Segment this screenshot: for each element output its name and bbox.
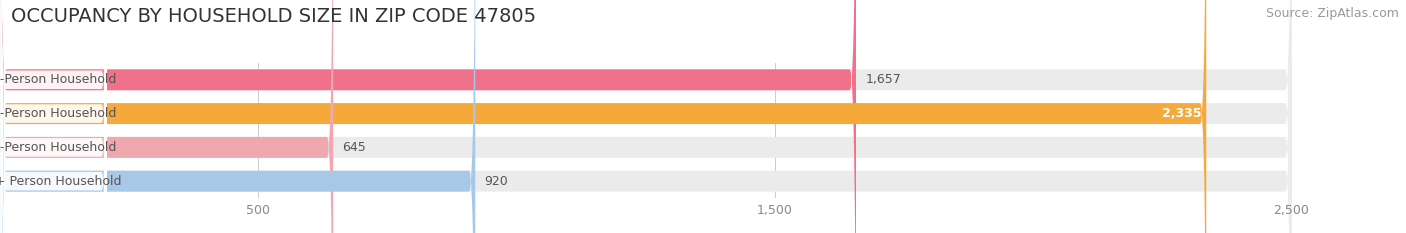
FancyBboxPatch shape xyxy=(0,0,475,233)
FancyBboxPatch shape xyxy=(0,0,107,233)
FancyBboxPatch shape xyxy=(0,0,107,233)
Text: 645: 645 xyxy=(343,141,366,154)
FancyBboxPatch shape xyxy=(0,0,1292,233)
FancyBboxPatch shape xyxy=(0,0,1292,233)
FancyBboxPatch shape xyxy=(0,0,856,233)
Text: 2-Person Household: 2-Person Household xyxy=(0,107,117,120)
Text: 920: 920 xyxy=(485,175,509,188)
Text: Source: ZipAtlas.com: Source: ZipAtlas.com xyxy=(1265,7,1399,20)
FancyBboxPatch shape xyxy=(0,0,107,233)
Text: 3-Person Household: 3-Person Household xyxy=(0,141,117,154)
FancyBboxPatch shape xyxy=(0,0,333,233)
Text: 4+ Person Household: 4+ Person Household xyxy=(0,175,121,188)
FancyBboxPatch shape xyxy=(0,0,1292,233)
Text: OCCUPANCY BY HOUSEHOLD SIZE IN ZIP CODE 47805: OCCUPANCY BY HOUSEHOLD SIZE IN ZIP CODE … xyxy=(11,7,536,26)
FancyBboxPatch shape xyxy=(0,0,107,233)
FancyBboxPatch shape xyxy=(0,0,1292,233)
Text: 2,335: 2,335 xyxy=(1161,107,1201,120)
FancyBboxPatch shape xyxy=(0,0,1206,233)
Text: 1-Person Household: 1-Person Household xyxy=(0,73,117,86)
Text: 1,657: 1,657 xyxy=(865,73,901,86)
